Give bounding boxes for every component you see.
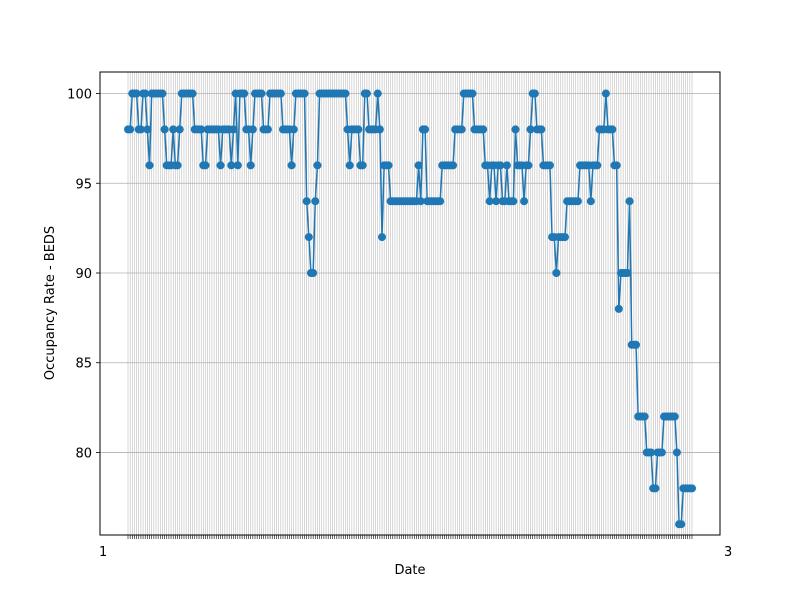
data-point [526,125,535,134]
data-point [158,89,167,98]
data-point [233,161,242,170]
x-tick-label-start: 1 [99,545,107,560]
data-point [524,161,533,170]
x-grid-lines [127,72,693,535]
data-point [126,125,135,134]
data-point [197,125,206,134]
data-point [672,448,681,457]
data-point [552,268,561,277]
data-point [246,161,255,170]
data-point [502,161,511,170]
data-point [657,448,666,457]
data-point [520,197,529,206]
data-point [216,161,225,170]
data-point [677,520,686,529]
data-point [257,89,266,98]
data-point [141,89,150,98]
y-tick-label: 90 [75,267,92,282]
data-point [169,125,178,134]
data-point [300,89,309,98]
data-point [287,161,296,170]
data-point [375,125,384,134]
data-point [612,161,621,170]
data-point [545,161,554,170]
data-point [132,89,141,98]
data-point [670,412,679,421]
data-point [188,89,197,98]
data-point [354,125,363,134]
data-point [309,268,318,277]
data-point [593,161,602,170]
data-point [201,161,210,170]
data-point [358,161,367,170]
data-point [560,233,569,242]
data-point [276,89,285,98]
data-point [632,340,641,349]
data-point [143,125,152,134]
data-point [586,197,595,206]
data-point [511,125,520,134]
data-point [688,484,696,493]
data-point [227,161,236,170]
y-tick-label: 80 [75,446,92,461]
data-point [623,268,632,277]
data-series [124,89,696,529]
data-point [229,125,238,134]
data-point [240,89,249,98]
data-point [416,197,425,206]
data-point [173,161,182,170]
data-point [449,161,458,170]
y-tick-label: 95 [75,177,92,192]
data-point [384,161,393,170]
y-ticks: 80 85 90 95 100 [67,88,100,461]
data-point [647,448,656,457]
data-point [492,197,501,206]
y-tick-label: 85 [75,357,92,372]
data-point [160,125,169,134]
plot-area-frame [99,71,721,536]
data-point [485,197,494,206]
data-point [362,89,371,98]
data-point [468,89,477,98]
y-tick-label: 100 [67,88,92,103]
data-point [651,484,660,493]
y-axis-title: Occupancy Rate - BEDS [43,226,58,380]
data-point [573,197,582,206]
data-point [496,161,505,170]
data-point [145,161,154,170]
data-point [289,125,298,134]
data-point [414,161,423,170]
data-point [530,89,539,98]
data-point [421,125,430,134]
data-point [263,125,272,134]
data-point [311,197,320,206]
data-point [614,304,623,313]
data-point [457,125,466,134]
data-point [248,125,257,134]
data-point [479,125,488,134]
data-point [302,197,311,206]
data-point [136,125,145,134]
data-point [345,161,354,170]
data-point [313,161,322,170]
data-point [436,197,445,206]
data-point [608,125,617,134]
x-axis-title: Date [394,563,425,578]
data-point [304,233,313,242]
data-point [601,89,610,98]
data-point [378,233,387,242]
x-tick-label-end: 3 [724,545,732,560]
x-tick-marks [127,535,693,539]
data-point [625,197,634,206]
data-point [175,125,184,134]
data-point [537,125,546,134]
data-point [509,197,518,206]
data-point [640,412,649,421]
data-point [341,89,350,98]
data-point [373,89,382,98]
